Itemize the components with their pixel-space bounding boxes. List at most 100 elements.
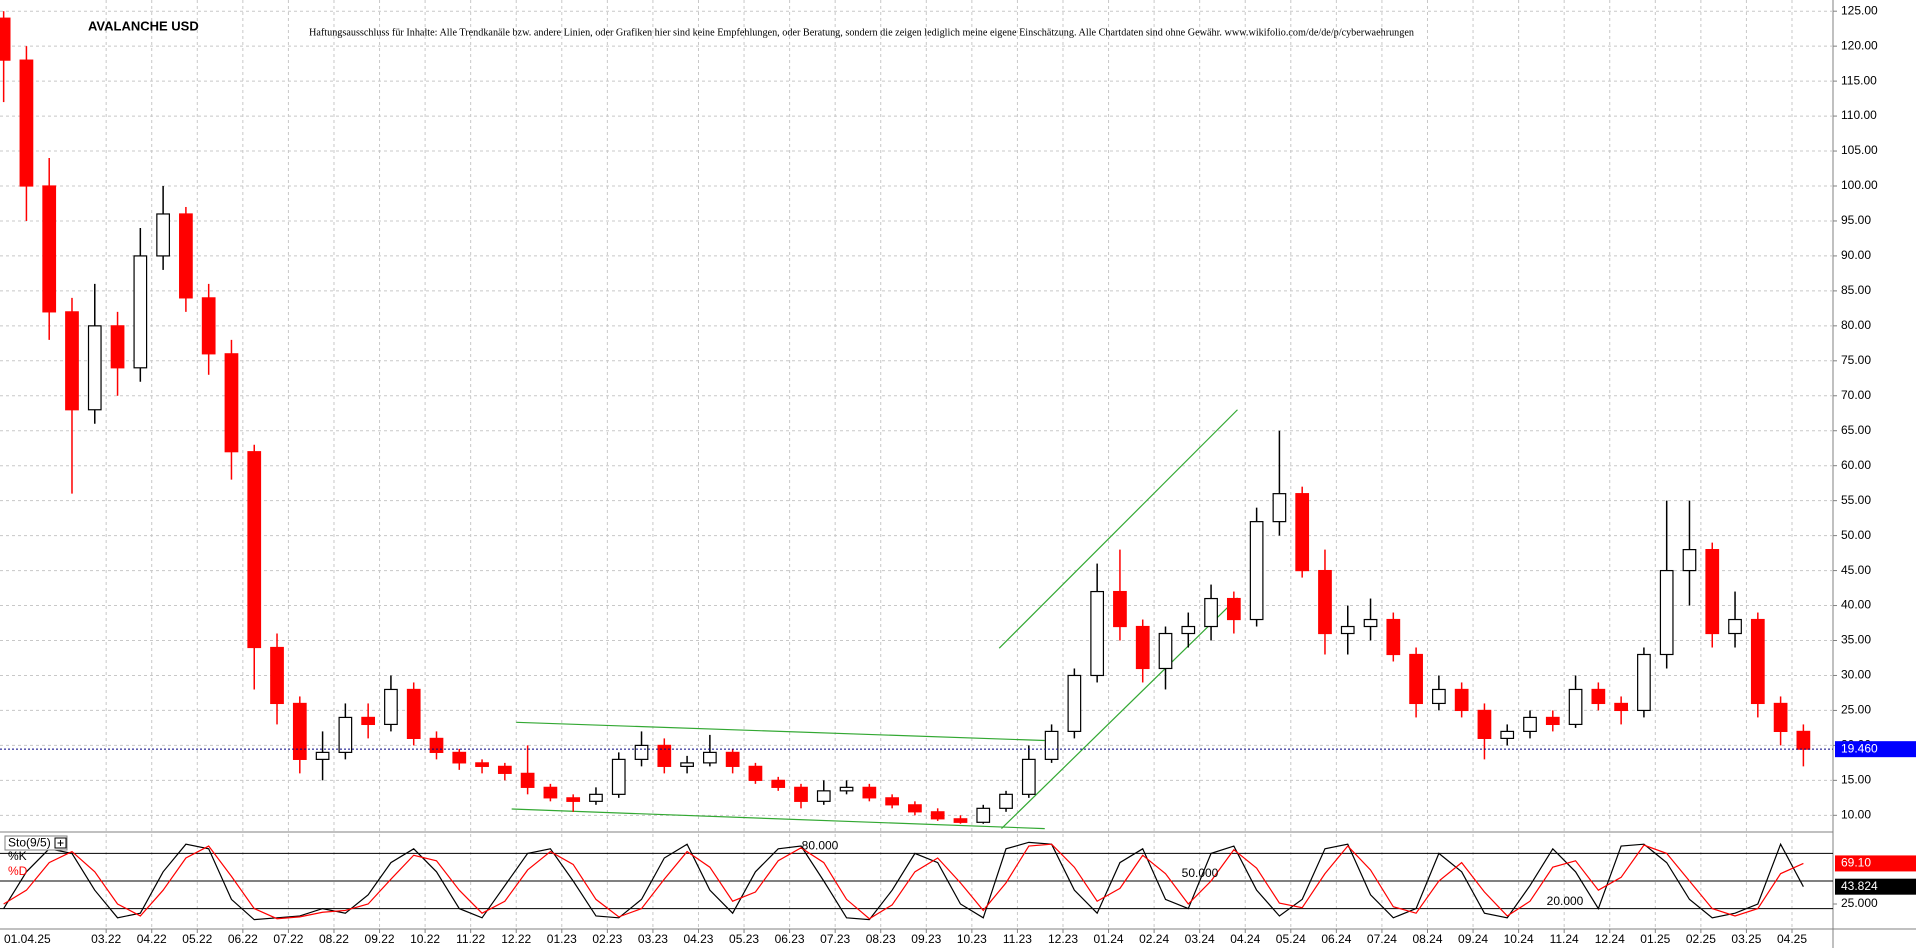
candle-body xyxy=(1728,618,1742,635)
stochastic-line xyxy=(3,841,1804,921)
candle-body xyxy=(1113,590,1127,628)
x-tick-label: 09.22 xyxy=(365,932,395,946)
last-price-box xyxy=(1835,741,1916,758)
level-label: 50.000 xyxy=(1182,866,1219,880)
candle-body xyxy=(406,688,421,739)
candle-body xyxy=(680,762,694,767)
y-tick-label: 35.00 xyxy=(1841,633,1871,647)
y-tick-label: 70.00 xyxy=(1841,388,1871,402)
candle-body xyxy=(816,790,831,802)
candle-body xyxy=(224,353,239,453)
candle-body xyxy=(1637,653,1651,712)
candle-body xyxy=(1614,702,1628,712)
candle-body xyxy=(566,797,581,802)
last-price-label: 19.460 xyxy=(1841,741,1878,755)
candle-body xyxy=(1523,716,1537,733)
candle-body xyxy=(1705,549,1720,635)
y-tick-label: 90.00 xyxy=(1841,248,1871,262)
labels: 10.0015.0020.0025.0030.0035.0040.0045.00… xyxy=(8,3,1916,946)
y-tick-label: 125.00 xyxy=(1841,3,1878,17)
x-tick-label: 08.23 xyxy=(866,932,896,946)
x-tick-label: 10.22 xyxy=(410,932,440,946)
level-label: 20.000 xyxy=(1547,894,1584,908)
y-tick-label: 65.00 xyxy=(1841,423,1871,437)
candle-body xyxy=(1021,758,1036,795)
candle-body xyxy=(19,59,34,187)
candle-body xyxy=(156,213,170,257)
y-tick-label: 75.00 xyxy=(1841,353,1871,367)
x-tick-label: 09.23 xyxy=(911,932,941,946)
plus-icon xyxy=(57,840,64,846)
candle-body xyxy=(1340,625,1355,635)
y-tick-label: 110.00 xyxy=(1841,108,1877,122)
x-tick-label: 11.23 xyxy=(1003,932,1032,946)
x-tick-label: 10.24 xyxy=(1504,932,1534,946)
candle-body xyxy=(1796,730,1811,750)
disclaimer: Haftungsausschluss für Inhalte: Alle Tre… xyxy=(309,27,1414,38)
x-tick-label: 04.23 xyxy=(683,932,713,946)
level-label: 80.000 xyxy=(802,839,839,853)
candle-body xyxy=(270,646,284,705)
candle-body xyxy=(384,688,398,726)
y-tick-label: 40.00 xyxy=(1841,598,1871,612)
legend-entry: %D xyxy=(8,864,28,878)
candle-body xyxy=(1135,625,1150,670)
candle-body xyxy=(1204,597,1218,628)
candle-body xyxy=(1409,653,1423,705)
x-tick-label: 04.25 xyxy=(1777,932,1807,946)
candle-body xyxy=(1432,688,1446,705)
candle-body xyxy=(1591,688,1606,705)
y-tick-label: 50.00 xyxy=(1841,528,1871,542)
y-tick-label: 15.00 xyxy=(1841,773,1871,787)
candle-body xyxy=(87,325,102,411)
candle-body xyxy=(953,818,968,823)
candle-body xyxy=(1500,730,1515,739)
trendline xyxy=(511,808,1045,830)
candle-body xyxy=(1249,521,1264,621)
candle-body xyxy=(315,751,330,760)
marks xyxy=(0,11,1833,921)
candle-body xyxy=(42,185,57,313)
candle-body xyxy=(862,786,877,799)
y-tick-label: 55.00 xyxy=(1841,493,1871,507)
candle-body xyxy=(908,804,922,813)
candle-body xyxy=(1158,632,1173,670)
x-tick-label: 01.24 xyxy=(1094,932,1124,946)
candle-body xyxy=(657,744,672,767)
indicator-label: Sto(9/5) xyxy=(8,836,51,850)
y-tick-label: 100.00 xyxy=(1841,178,1878,192)
y-tick-label: 25.00 xyxy=(1841,703,1871,717)
x-tick-label: 06.23 xyxy=(775,932,805,946)
candle-body xyxy=(725,751,740,767)
candle-body xyxy=(247,451,262,649)
x-tick-label: 02.23 xyxy=(592,932,622,946)
last-value-box xyxy=(1835,855,1916,872)
y2-tick-label: 25.000 xyxy=(1841,896,1878,910)
candle-body xyxy=(497,765,512,774)
candle-body xyxy=(1773,702,1788,733)
candle-body xyxy=(292,702,307,760)
candle-body xyxy=(976,807,991,823)
candle-body xyxy=(771,779,786,788)
x-tick-label: 03.23 xyxy=(638,932,668,946)
y-tick-label: 105.00 xyxy=(1841,143,1878,157)
candle-body xyxy=(1568,688,1583,726)
trendline xyxy=(516,721,1045,742)
candle-body xyxy=(133,255,148,369)
candle-body xyxy=(1295,493,1310,572)
x-tick-label: 09.24 xyxy=(1458,932,1488,946)
x-tick-label: 08.24 xyxy=(1412,932,1442,946)
candle-body xyxy=(65,311,79,411)
candle-body xyxy=(1226,597,1241,621)
candle-body xyxy=(794,786,808,802)
candle-body xyxy=(1386,618,1401,656)
x-tick-label: 02.25 xyxy=(1686,932,1716,946)
candle-body xyxy=(338,716,353,753)
candle-body xyxy=(1682,549,1697,572)
y-tick-label: 95.00 xyxy=(1841,213,1871,227)
candle-body xyxy=(520,772,535,788)
grid xyxy=(0,0,1833,927)
